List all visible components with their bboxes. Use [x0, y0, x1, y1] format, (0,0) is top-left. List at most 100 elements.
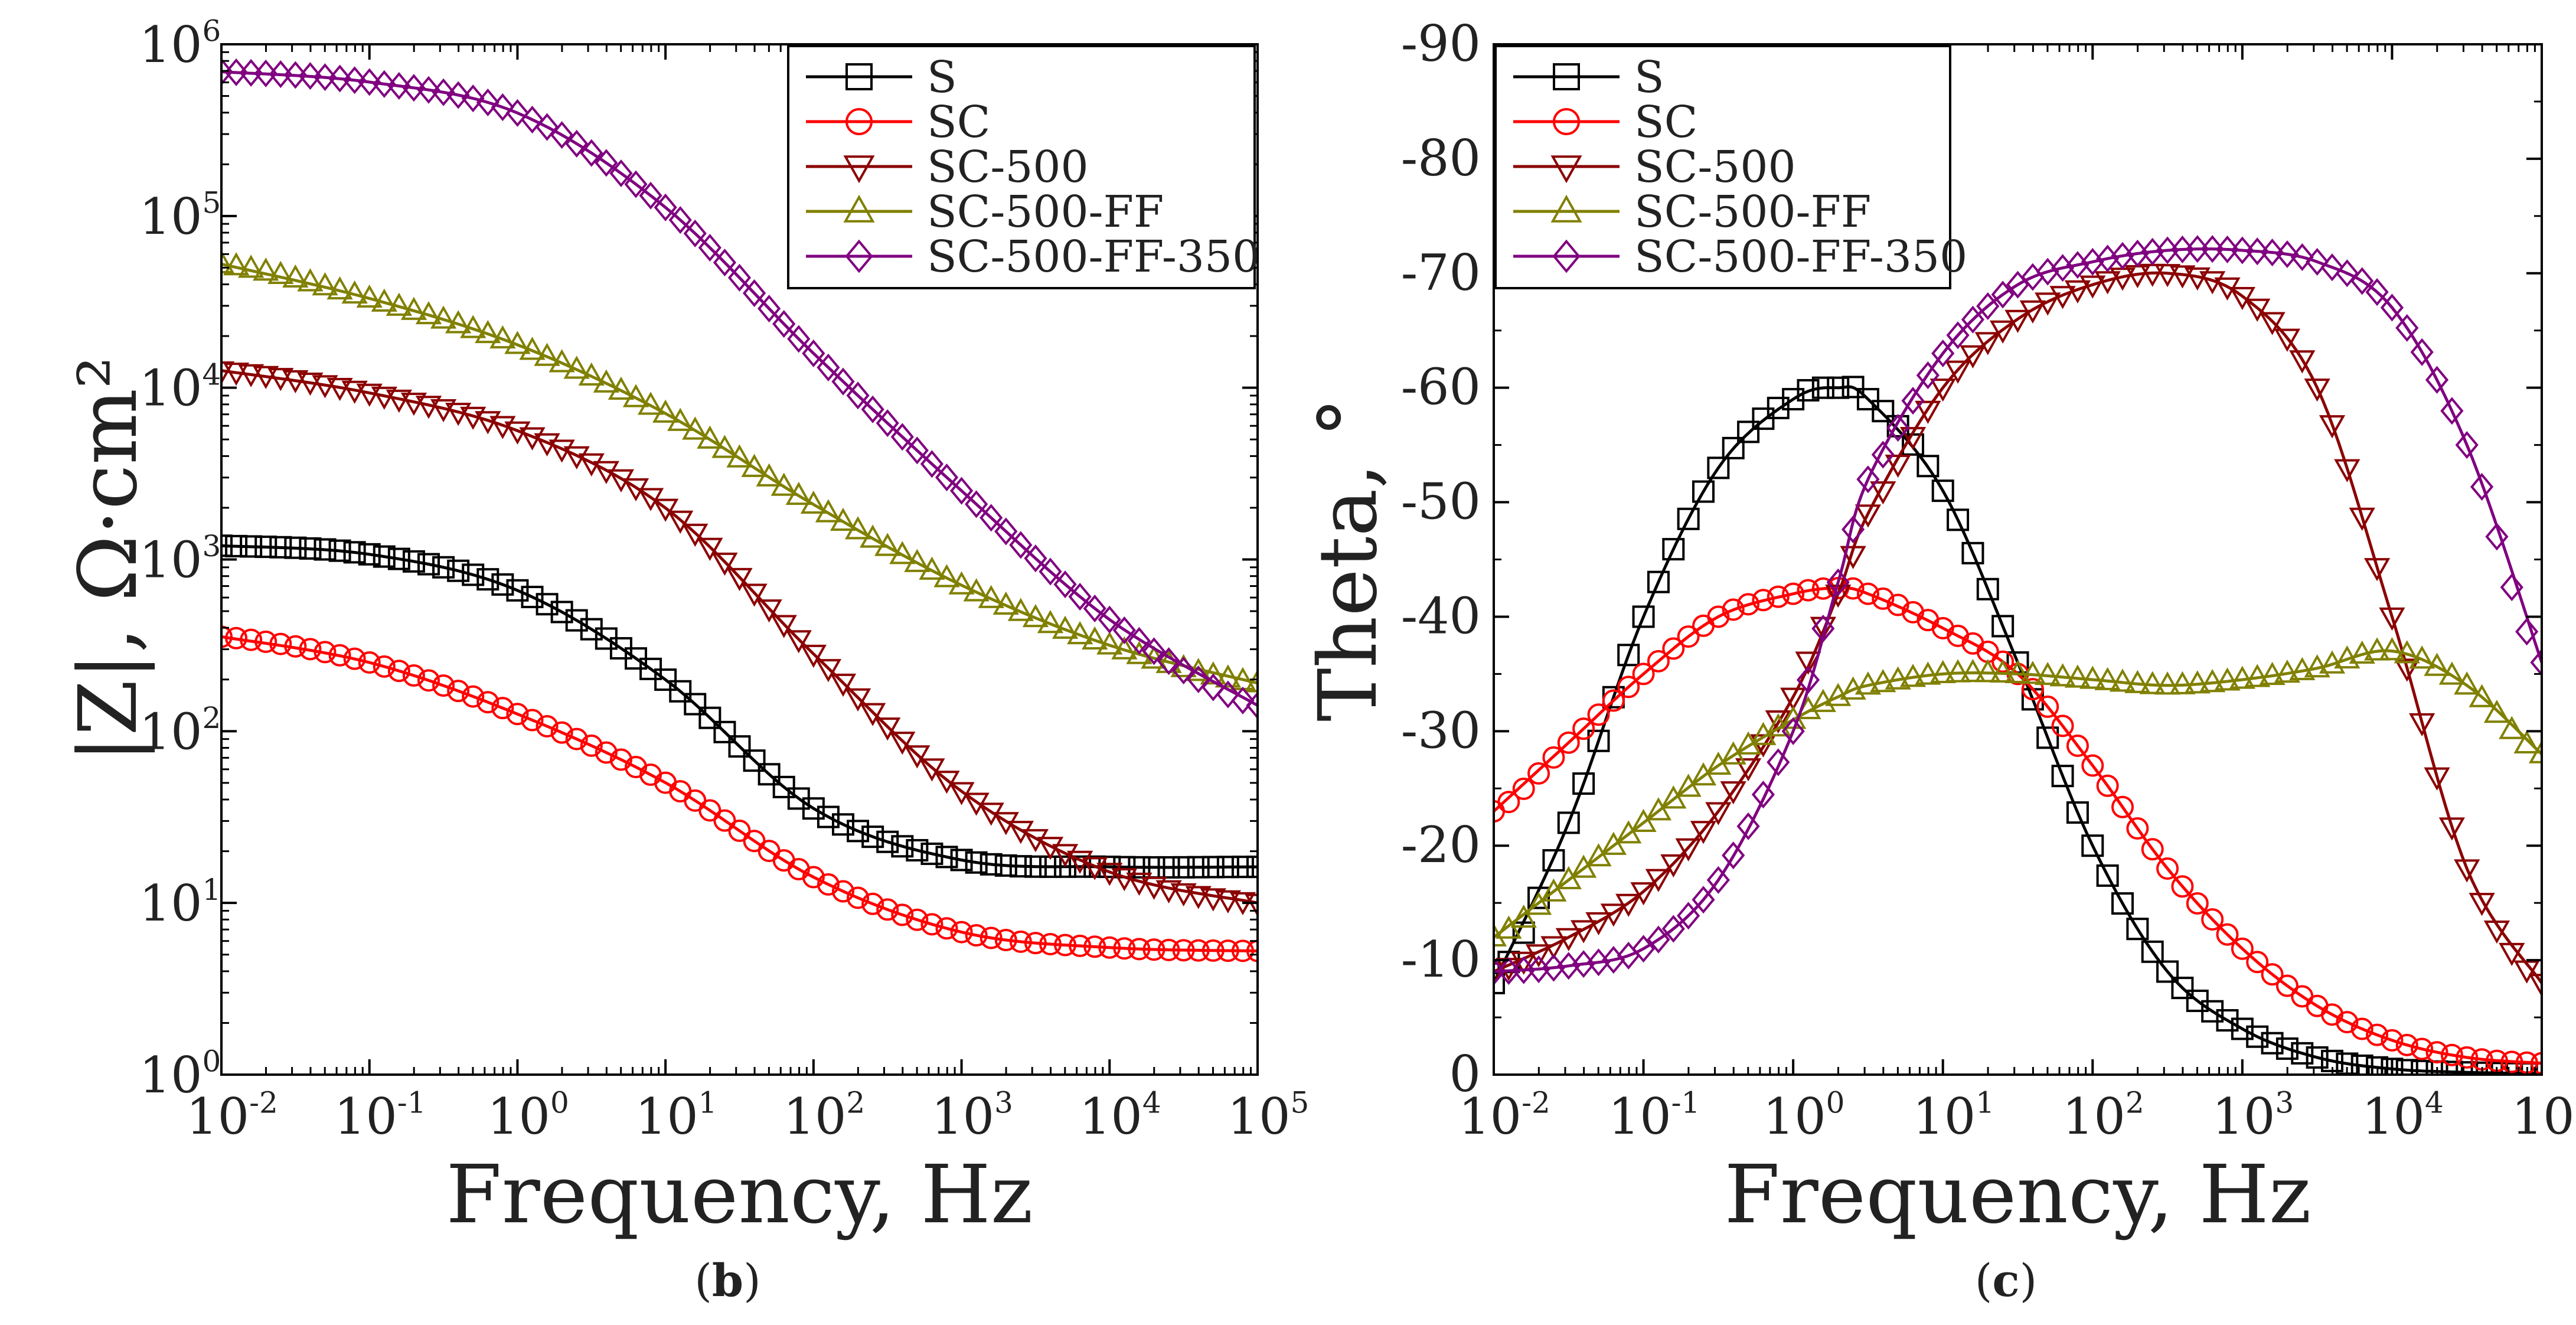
data-point — [1780, 687, 1807, 711]
data-point — [1660, 785, 1687, 809]
y-axis: 0 -10 -20 -30 -40 -50 -60 -70 -80 -90 Theta, ° — [1302, 15, 2542, 1103]
data-point — [1585, 843, 1612, 867]
data-point — [221, 361, 235, 385]
data-point — [1855, 504, 1882, 528]
data-point — [874, 533, 901, 556]
data-point — [1632, 605, 1655, 628]
legend-marker-SC-500-FF — [843, 194, 875, 223]
data-point — [1512, 777, 1535, 800]
data-point — [844, 688, 871, 712]
data-point — [2394, 658, 2420, 682]
data-point — [994, 929, 1017, 952]
data-point — [565, 129, 589, 158]
data-point — [741, 453, 768, 477]
data-point — [1572, 772, 1595, 795]
data-point — [2064, 664, 2091, 688]
data-point — [387, 660, 410, 683]
data-point — [1141, 876, 1167, 900]
data-point — [654, 668, 677, 691]
data-point — [253, 257, 279, 281]
data-point — [1797, 579, 1820, 602]
data-point — [1960, 345, 1986, 368]
data-point — [223, 252, 250, 276]
data-point — [2036, 695, 2059, 718]
data-point — [1024, 855, 1047, 878]
data-point — [2395, 314, 2419, 342]
data-point — [1990, 320, 2016, 344]
data-point — [430, 399, 457, 423]
data-point — [2154, 671, 2181, 695]
data-point — [1946, 321, 1970, 350]
data-point — [1960, 658, 1986, 683]
data-point — [328, 644, 351, 667]
data-point — [2528, 740, 2542, 763]
data-point — [328, 539, 351, 562]
data-point — [1692, 886, 1715, 914]
data-point — [2231, 937, 2254, 960]
data-point — [373, 655, 396, 678]
data-point — [2438, 817, 2465, 841]
y-axis-label: Theta, ° — [1302, 397, 1395, 722]
data-point — [2411, 1059, 2434, 1075]
data-point — [1737, 593, 1760, 616]
data-point — [1067, 621, 1093, 645]
plot-area — [1494, 235, 2542, 1075]
data-point — [2320, 253, 2344, 282]
data-point — [1244, 893, 1258, 917]
data-point — [432, 78, 455, 106]
data-point — [1187, 856, 1210, 879]
data-point — [787, 325, 811, 353]
data-point — [2409, 713, 2435, 737]
data-point — [506, 703, 529, 726]
data-point — [654, 193, 677, 221]
data-point — [415, 396, 442, 419]
data-point — [1661, 915, 1685, 943]
data-point — [2289, 657, 2316, 680]
data-point — [2470, 1061, 2493, 1075]
data-point — [874, 717, 901, 741]
data-point — [356, 284, 383, 308]
data-point — [682, 523, 709, 547]
data-point — [2081, 834, 2104, 857]
data-point — [2304, 654, 2330, 678]
data-point — [980, 504, 1003, 532]
data-point — [417, 76, 440, 104]
data-point — [876, 898, 899, 921]
legend-label-SC-500: SC-500 — [927, 142, 1089, 192]
data-point — [595, 741, 618, 764]
data-point — [684, 693, 707, 716]
data-point — [1128, 856, 1151, 879]
data-point — [267, 260, 294, 284]
series-markers-SC — [221, 625, 1258, 962]
data-point — [1751, 781, 1775, 809]
data-point — [521, 586, 544, 609]
data-point — [1202, 673, 1225, 701]
data-point — [1126, 872, 1152, 896]
data-point — [297, 268, 324, 292]
legend-marker-S — [845, 63, 873, 90]
data-point — [2528, 974, 2542, 997]
data-point — [1246, 939, 1258, 962]
data-point — [1856, 465, 1880, 494]
data-point — [609, 748, 632, 771]
data-point — [1826, 568, 1850, 596]
data-point — [2126, 918, 2149, 941]
data-point — [1571, 920, 1597, 944]
data-point — [1587, 703, 1610, 726]
data-point — [2485, 1062, 2508, 1075]
data-point — [327, 377, 353, 402]
legend-marker-SC-500-FF-350 — [845, 239, 873, 273]
data-point — [550, 121, 574, 149]
data-point — [1557, 731, 1580, 754]
data-point — [1630, 882, 1657, 906]
data-point — [299, 638, 322, 661]
data-point — [462, 685, 485, 708]
data-point — [1007, 598, 1034, 621]
data-point — [622, 384, 649, 407]
data-point — [1647, 925, 1670, 954]
data-point — [933, 564, 960, 588]
